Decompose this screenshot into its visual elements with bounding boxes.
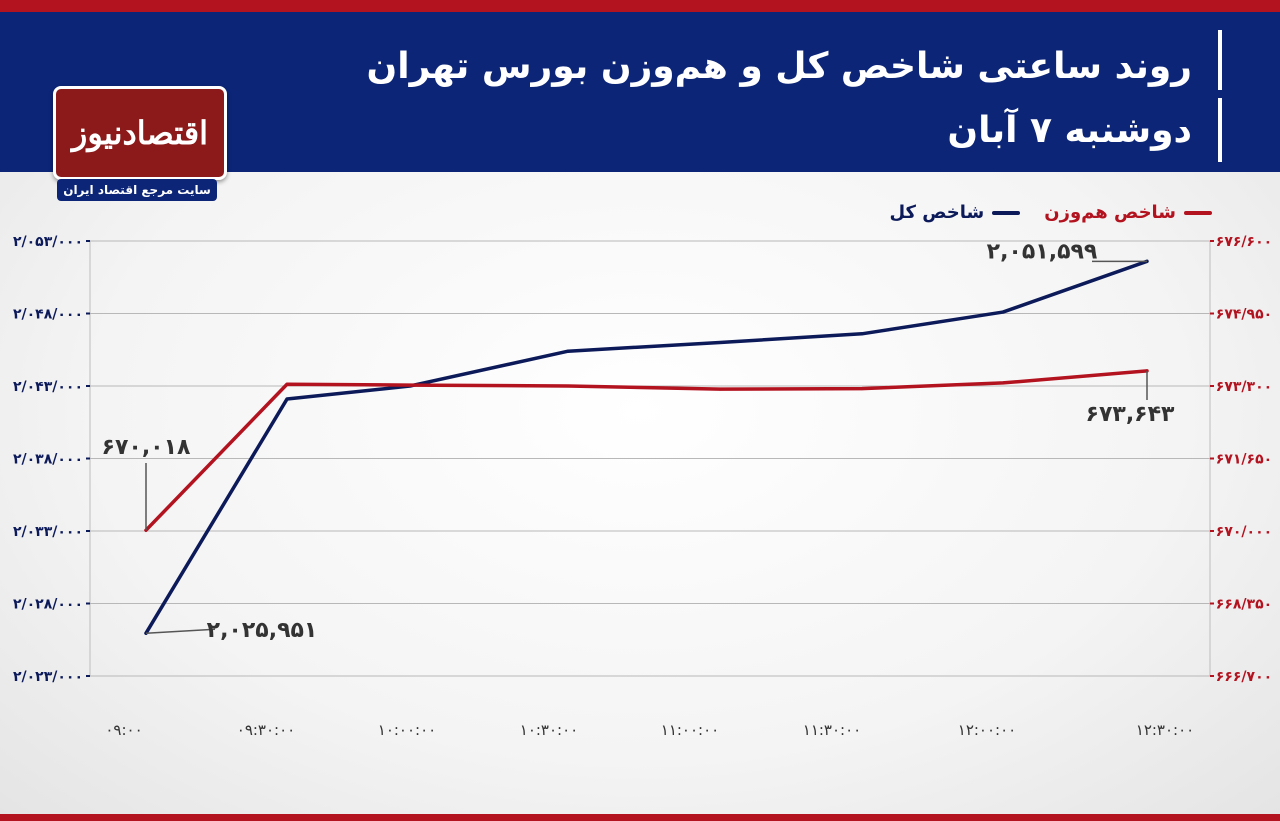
leader-line-total-start (145, 628, 216, 634)
legend-label-total: شاخص کل (889, 202, 985, 223)
legend-label-equal-weight: شاخص هم‌وزن (1044, 202, 1176, 223)
right-tick-label: ۶۷۳/۳۰۰ (1216, 379, 1272, 395)
left-tick-label: ۲/۰۲۸/۰۰۰ (13, 597, 83, 613)
chart-legend: شاخص هم‌وزن شاخص کل (889, 202, 1212, 223)
x-tick-label: ۱۲:۳۰:۰۰ (1136, 721, 1194, 739)
data-point-equal-weight (408, 383, 412, 387)
x-tick-label: ۱۲:۰۰:۰۰ (958, 721, 1016, 739)
right-tick-label: ۶۷۴/۹۵۰ (1216, 307, 1272, 323)
data-point-equal-weight (566, 384, 570, 388)
x-tick-label: ۱۰:۰۰:۰۰ (378, 721, 436, 739)
x-tick-label: ۱۱:۳۰:۰۰ (803, 721, 861, 739)
x-tick-label: ۰۹:۰۰ (105, 721, 142, 739)
page-title: روند ساعتی شاخص کل و هم‌وزن بورس تهران (366, 46, 1192, 87)
data-point-total (285, 397, 289, 401)
left-tick-label: ۲/۰۵۳/۰۰۰ (13, 234, 83, 250)
legend-item-total: شاخص کل (889, 202, 1021, 223)
left-tick-label: ۲/۰۳۳/۰۰۰ (13, 524, 83, 540)
legend-swatch-total (992, 210, 1021, 215)
logo-name: اقتصادنیوز (71, 114, 209, 152)
brand-logo: اقتصادنیوز (53, 86, 227, 180)
data-point-total (860, 332, 864, 336)
x-tick-label: ۰۹:۳۰:۰۰ (237, 721, 295, 739)
legend-item-equal-weight: شاخص هم‌وزن (1044, 202, 1212, 223)
data-point-equal-weight (860, 387, 864, 391)
right-tick-label: ۶۶۸/۳۵۰ (1216, 597, 1272, 613)
data-point-total (1001, 310, 1005, 314)
left-tick-label: ۲/۰۴۸/۰۰۰ (13, 307, 83, 323)
x-tick-label: ۱۰:۳۰:۰۰ (520, 721, 578, 739)
data-label-equal-start: ۶۷۰,۰۱۸ (102, 435, 191, 460)
series-line-equal-weight (144, 369, 1149, 532)
data-label-equal-end: ۶۷۳,۶۴۳ (1086, 402, 1175, 427)
data-point-total (566, 349, 570, 353)
right-tick-label: ۶۶۶/۷۰۰ (1216, 669, 1272, 685)
left-tick-label: ۲/۰۴۳/۰۰۰ (13, 379, 83, 395)
data-point-equal-weight (718, 387, 722, 391)
right-tick-label: ۶۷۱/۶۵۰ (1216, 452, 1272, 468)
page-subtitle: دوشنبه ۷ آبان (947, 110, 1192, 151)
logo-tagline: سایت مرجع اقتصاد ایران (57, 179, 217, 201)
right-tick-label: ۶۷۰/۰۰۰ (1216, 524, 1272, 540)
data-point-equal-weight (285, 382, 289, 386)
data-point-total (718, 341, 722, 344)
left-tick-label: ۲/۰۳۸/۰۰۰ (13, 452, 83, 468)
data-label-total-end: ۲,۰۵۱,۵۹۹ (987, 239, 1098, 264)
left-tick-label: ۲/۰۲۳/۰۰۰ (13, 669, 83, 685)
x-tick-label: ۱۱:۰۰:۰۰ (661, 721, 719, 739)
bottom-accent-bar (0, 814, 1280, 821)
title-divider (1218, 30, 1222, 90)
series-line-total (144, 259, 1149, 635)
data-point-equal-weight (1001, 381, 1005, 385)
legend-swatch-equal-weight (1184, 210, 1212, 215)
top-accent-bar (0, 0, 1280, 12)
data-label-total-start: ۲,۰۲۵,۹۵۱ (207, 618, 318, 643)
right-tick-label: ۶۷۶/۶۰۰ (1216, 234, 1272, 250)
subtitle-divider (1218, 98, 1222, 162)
